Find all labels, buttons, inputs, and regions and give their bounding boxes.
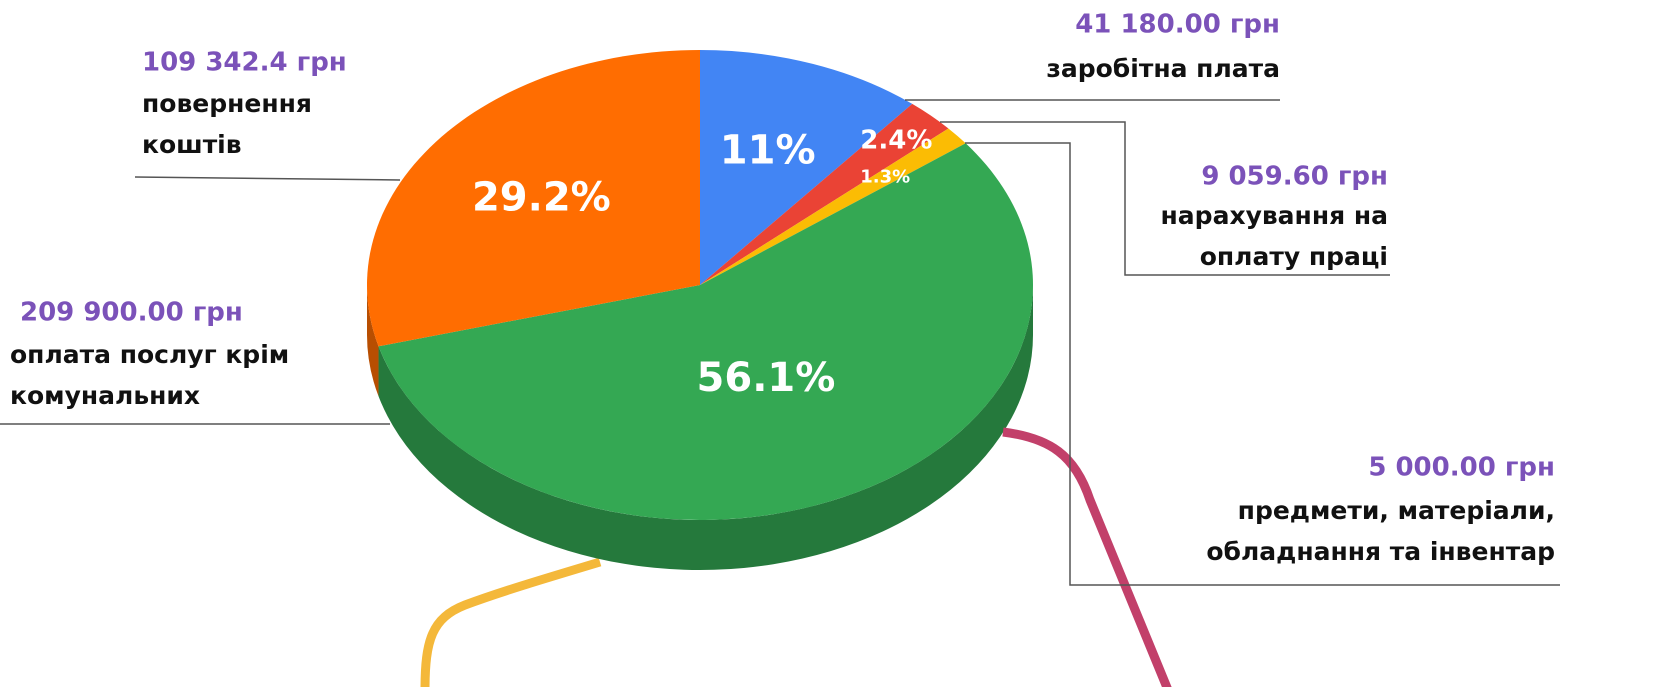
- decorative-curve: [420, 557, 602, 687]
- slice-side: [367, 285, 379, 397]
- slice: [700, 128, 966, 285]
- category-label: оплата послуг крім: [10, 340, 289, 369]
- slice-side: [378, 285, 1033, 570]
- amount-label: 5 000.00 грн: [1368, 453, 1555, 483]
- labels: 41 180.00 грн заробітна плата 9 059.60 грн…: [10, 10, 1555, 567]
- category-label: коштів: [142, 130, 242, 159]
- leader-lines: [0, 99, 1560, 586]
- amount-label: 109 342.4 грн: [142, 48, 347, 78]
- leader-line: [965, 142, 1560, 586]
- amount-label: 9 059.60 грн: [1201, 162, 1388, 192]
- category-label: оплату праці: [1200, 242, 1388, 271]
- category-label: нарахування на: [1161, 201, 1388, 230]
- category-label: заробітна плата: [1046, 54, 1280, 83]
- category-label: предмети, матеріали,: [1238, 496, 1555, 525]
- amount-label: 209 900.00 грн: [20, 298, 243, 328]
- slice: [700, 103, 949, 286]
- value-label: 2.4%: [860, 126, 932, 156]
- category-label: комунальних: [10, 381, 200, 410]
- value-label: 56.1%: [697, 355, 836, 401]
- slice: [700, 50, 913, 285]
- slice: [367, 50, 700, 347]
- slice: [378, 143, 1033, 520]
- leader-line: [940, 121, 1390, 276]
- decorative-curve: [1002, 427, 1172, 687]
- category-label: повернення: [142, 89, 312, 118]
- decoration: [420, 557, 602, 687]
- value-label: 11%: [720, 127, 816, 173]
- value-label: 29.2%: [472, 174, 611, 220]
- pie: 11% 2.4% 1.3% 56.1% 29.2%: [367, 50, 1033, 570]
- leader-line: [134, 176, 401, 181]
- value-label: 1.3%: [860, 167, 910, 188]
- category-label: обладнання та інвентар: [1206, 537, 1555, 566]
- amount-label: 41 180.00 грн: [1075, 10, 1280, 40]
